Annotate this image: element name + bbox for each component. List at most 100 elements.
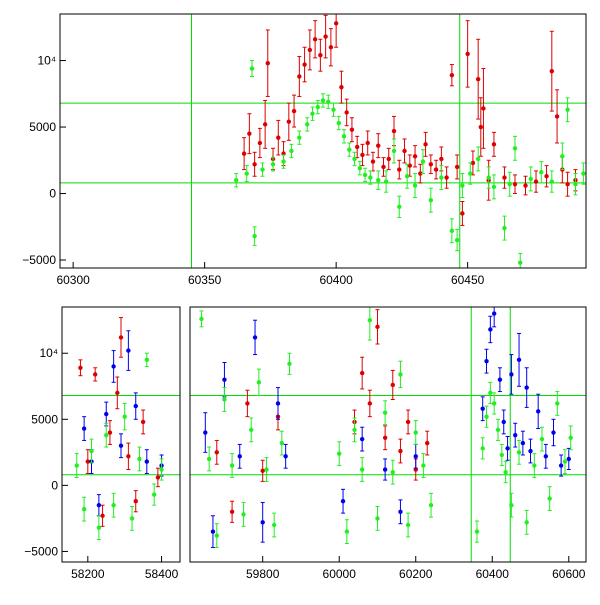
bottom-marker [252, 335, 258, 340]
top-marker [428, 162, 434, 167]
bottom-marker [359, 370, 365, 376]
bottom-point [398, 438, 403, 464]
bottom-marker [122, 414, 127, 419]
top-marker [523, 183, 528, 188]
bottom-marker [275, 401, 281, 406]
top-marker [291, 108, 297, 114]
bottom-point [229, 500, 235, 523]
top-marker [323, 34, 328, 39]
bottom-marker [249, 427, 254, 433]
bottom-marker [96, 525, 102, 530]
bottom-marker [551, 430, 556, 435]
top-point [339, 70, 344, 104]
bottom-marker [210, 529, 216, 534]
bottom-point [81, 416, 87, 441]
top-marker [539, 170, 544, 175]
bottom-point [159, 458, 164, 481]
bottom-point [488, 315, 493, 344]
top-marker [365, 140, 370, 146]
top-marker [549, 68, 555, 74]
bottom-point [144, 352, 150, 367]
bottom-marker [535, 409, 541, 414]
top-point [433, 159, 439, 180]
bottom-point [279, 430, 285, 456]
bottom-marker [484, 358, 489, 364]
bottom-point [367, 389, 373, 418]
bottom-segment: 59800 60000 60200 60400 60600 [189, 306, 587, 581]
bottom-point [111, 350, 116, 383]
top-marker [336, 120, 341, 126]
top-point [326, 94, 331, 109]
top-panel: 60300 60350 60400 60450 [56, 13, 587, 287]
top-point [573, 173, 578, 196]
bottom-marker [279, 440, 285, 446]
bottom-marker [133, 499, 138, 504]
bottom-marker [129, 516, 135, 521]
bottom-point [271, 512, 277, 538]
top-point [554, 89, 560, 144]
bottom-marker [413, 454, 418, 459]
bottom-point [501, 409, 506, 435]
top-marker [554, 114, 560, 119]
top-point [391, 138, 397, 164]
top-point [428, 187, 434, 213]
top-marker [397, 167, 402, 172]
top-marker [478, 124, 483, 130]
bottom-point [118, 317, 124, 358]
bottom-marker [539, 436, 545, 442]
bottom-point [340, 488, 346, 514]
bottom-marker [520, 440, 526, 446]
top-point [341, 129, 347, 144]
top-point [368, 170, 373, 185]
bottom-point [237, 443, 242, 469]
bottom-marker [505, 446, 510, 451]
top-point [549, 170, 555, 193]
top-point [502, 215, 507, 241]
bottom-marker [74, 463, 79, 468]
bottom-point [562, 449, 568, 474]
bottom-point [81, 496, 87, 522]
bottom-marker [96, 502, 102, 508]
top-point [331, 102, 336, 117]
bottom-point [129, 506, 135, 531]
top-marker [486, 175, 491, 180]
top-marker [481, 106, 486, 111]
bottom-marker [413, 430, 418, 435]
bottom-marker [159, 467, 164, 472]
top-point [397, 195, 402, 218]
bottom-marker [528, 448, 533, 454]
bottom-point [214, 439, 219, 465]
bottom-marker [555, 401, 560, 406]
top-marker [247, 131, 252, 136]
top-point [289, 143, 294, 159]
bottom-marker [214, 533, 219, 538]
top-frame [59, 13, 587, 269]
bottom-marker [501, 419, 506, 425]
top-marker [315, 104, 320, 110]
bottom-marker [382, 410, 388, 415]
bottom-point [104, 401, 109, 427]
top-marker [397, 204, 402, 210]
bottom-point [252, 319, 258, 356]
bottom-point [100, 504, 105, 527]
bottom-point [516, 332, 522, 387]
bottom-point [509, 492, 514, 518]
bottom-point [551, 418, 556, 447]
bottom-point [78, 359, 83, 377]
top-marker [475, 76, 481, 82]
top-marker [383, 179, 389, 184]
bottom-marker [287, 361, 292, 367]
bottom-marker [495, 427, 501, 433]
top-marker [376, 178, 381, 183]
bottom-point [547, 486, 552, 511]
bottom-point [126, 330, 131, 371]
bottom-point [214, 523, 219, 548]
top-marker [465, 51, 470, 57]
bottom-y-tick-label: 10⁴ [39, 346, 58, 360]
bottom-marker [104, 432, 109, 438]
top-point [270, 157, 276, 172]
top-marker [354, 144, 360, 150]
bottom-point [555, 391, 560, 416]
bottom-marker [115, 390, 120, 396]
